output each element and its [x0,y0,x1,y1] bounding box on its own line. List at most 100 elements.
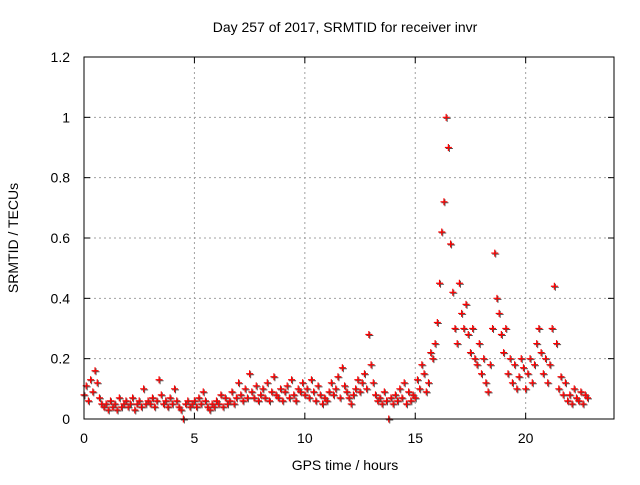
data-point [126,400,134,408]
data-point-shadow [551,283,559,291]
data-point-shadow [271,374,279,382]
data-point [111,400,119,408]
data-point [411,394,419,402]
data-point-shadow [426,380,433,388]
data-point-shadow [384,398,392,406]
data-point [464,331,472,339]
data-point [140,385,148,393]
data-point [508,379,516,387]
data-point-shadow [386,416,394,424]
data-point-shadow [481,356,489,364]
data-point-shadow [556,386,564,394]
data-point [367,361,375,369]
data-point-shadow [395,398,403,406]
data-point [504,370,512,378]
data-point [360,370,368,378]
data-point [400,379,408,387]
data-point-shadow [397,386,405,394]
data-point-shadow [85,398,93,406]
data-point [466,349,474,357]
data-point [352,385,360,393]
data-point [199,388,207,396]
data-point-shadow [249,389,257,397]
data-point-shadow [474,362,482,370]
data-point-shadow [428,350,436,358]
data-point-shadow [284,383,292,391]
data-point-shadow [392,392,400,400]
data-point-shadow [534,341,542,349]
data-point-shadow [253,383,261,391]
data-point-shadow [236,380,244,388]
data-point [292,397,300,405]
data-point [422,388,430,396]
data-point-shadow [220,404,228,412]
data-point-shadow [88,377,96,385]
y-axis-label: SRMTID / TECUs [5,183,21,293]
data-point-shadow [494,295,502,303]
data-point-shadow [244,395,252,403]
data-point [296,388,304,396]
data-point [444,144,452,151]
data-point [356,388,364,396]
data-point [162,397,170,405]
data-point [449,288,457,296]
data-point [148,394,156,402]
data-point-shadow [421,371,429,379]
data-point [482,379,490,387]
data-point [431,340,439,348]
data-point-shadow [536,326,544,333]
data-point-shadow [335,374,343,382]
data-point-shadow [554,341,562,349]
data-point-shadow [452,326,460,333]
data-point-shadow [465,332,473,340]
data-point [239,397,247,405]
data-point [524,370,532,378]
data-point-shadow [423,389,431,397]
data-point [486,361,494,369]
data-point [131,406,139,414]
data-point [177,406,185,414]
data-point-shadow [172,386,180,394]
data-point [447,240,455,248]
data-point-shadow [207,407,215,415]
data-point [164,403,172,411]
data-point [338,364,346,372]
data-point [87,376,95,384]
data-point-shadow [483,380,491,388]
data-point [168,400,176,408]
data-point [93,379,101,387]
data-point-shadow [527,356,535,364]
data-point [325,388,333,396]
data-point [491,249,499,257]
data-point [248,388,256,396]
data-point-shadow [514,386,522,394]
data-point [544,379,552,387]
data-point [319,400,326,408]
data-point [568,400,576,408]
data-point [460,325,468,332]
data-point [349,391,357,399]
x-tick-label: 15 [407,430,423,446]
data-point-shadow [112,401,120,409]
data-point [151,403,159,411]
data-point-shadow [81,392,89,400]
data-point [157,391,165,399]
data-point-shadow [136,398,144,406]
data-point [197,400,205,408]
data-point-shadow [300,380,308,388]
data-point [570,385,578,393]
grid [84,57,614,419]
y-tick-label: 1.2 [51,49,71,65]
data-point [416,385,424,393]
data-point [429,355,437,363]
data-point [330,391,338,399]
data-point-shadow [560,392,568,400]
data-point-shadow [501,350,509,358]
data-point-shadow [289,377,297,385]
data-point-shadow [434,319,442,327]
data-point [210,403,218,411]
data-point [438,228,446,236]
data-point-shadow [198,401,206,409]
data-point [528,379,536,387]
